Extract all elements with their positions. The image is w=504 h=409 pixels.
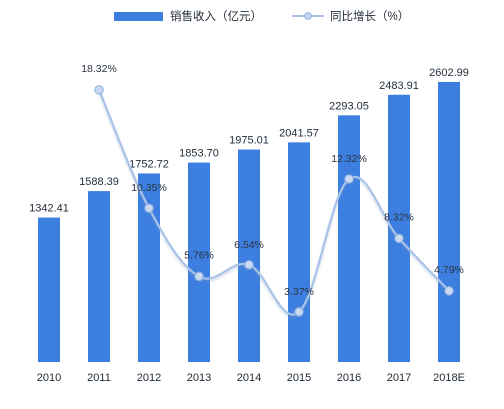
growth-value-label-2017: 8.32% — [384, 211, 414, 223]
growth-value-label-2014: 6.54% — [234, 239, 264, 251]
x-tick-label-2010: 2010 — [37, 372, 61, 384]
growth-value-label-2018E: 4.79% — [434, 264, 464, 276]
bar-value-label-2011: 1588.39 — [79, 176, 119, 188]
x-axis: 2010 2011 2012 2013 2014 2015 2016 2017 2018E — [37, 372, 465, 384]
growth-value-label-2013: 5.76% — [184, 249, 214, 261]
bar-2011 — [88, 191, 110, 362]
bar-value-label-2014: 1975.01 — [229, 135, 269, 147]
growth-value-label-2016: 12.32% — [331, 153, 367, 165]
legend-bar-swatch — [114, 12, 163, 21]
legend-bar-label: 销售收入（亿元） — [170, 9, 262, 23]
line-layer — [94, 85, 454, 317]
bar-2015 — [288, 142, 310, 362]
x-tick-label-2014: 2014 — [237, 372, 261, 384]
growth-point-2017 — [394, 233, 404, 244]
x-tick-label-2013: 2013 — [187, 372, 211, 384]
line-labels-layer: 18.32% 10.35% 5.76% 6.54% 3.37% 12.32% 8.32% 4.… — [81, 63, 464, 298]
legend: 销售收入（亿元） 同比增长（%） — [114, 9, 409, 23]
growth-point-2011 — [94, 85, 104, 95]
bar-value-label-2013: 1853.70 — [179, 148, 219, 160]
legend-line-label: 同比增长（%） — [330, 9, 409, 23]
growth-value-label-2012: 10.35% — [131, 182, 167, 194]
bar-2012 — [138, 173, 160, 362]
growth-value-label-2015: 3.37% — [284, 286, 314, 298]
bar-value-label-2015: 2041.57 — [279, 127, 319, 139]
growth-value-label-2011: 18.32% — [81, 63, 117, 75]
bar-value-label-2018E: 2602.99 — [429, 67, 469, 79]
x-tick-label-2018E: 2018E — [433, 372, 465, 384]
bar-2014 — [238, 149, 260, 362]
bar-2010 — [38, 217, 60, 362]
growth-point-2012 — [144, 203, 154, 213]
growth-point-2013 — [194, 271, 204, 282]
bar-value-label-2012: 1752.72 — [129, 158, 169, 170]
x-tick-label-2012: 2012 — [137, 372, 161, 384]
bar-2013 — [188, 162, 210, 362]
legend-line-marker — [304, 12, 312, 20]
bar-value-label-2010: 1342.41 — [29, 203, 69, 215]
bar-2018E — [438, 81, 460, 362]
growth-point-2014 — [244, 260, 254, 270]
bar-2017 — [388, 94, 410, 363]
x-tick-label-2017: 2017 — [387, 372, 411, 384]
x-tick-label-2016: 2016 — [337, 372, 361, 384]
growth-point-2015 — [294, 307, 304, 317]
bar-value-label-2017: 2483.91 — [379, 80, 419, 92]
x-tick-label-2015: 2015 — [287, 372, 311, 384]
growth-point-2016 — [344, 174, 354, 184]
bar-labels-layer: 1342.41 1588.39 1752.72 1853.70 1975.01 2041.… — [29, 67, 469, 215]
x-tick-label-2011: 2011 — [87, 372, 111, 384]
bar-value-label-2016: 2293.05 — [329, 100, 369, 112]
growth-point-2018E — [444, 286, 454, 296]
